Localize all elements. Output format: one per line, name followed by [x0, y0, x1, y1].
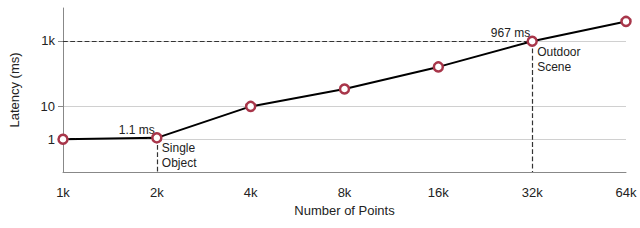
svg-text:Single: Single — [162, 141, 199, 155]
svg-text:32k: 32k — [522, 185, 543, 200]
svg-text:1k: 1k — [56, 185, 70, 200]
svg-text:4k: 4k — [244, 185, 258, 200]
svg-text:16k: 16k — [428, 185, 449, 200]
svg-text:1k: 1k — [41, 33, 55, 48]
svg-text:Object: Object — [162, 156, 197, 170]
svg-text:64k: 64k — [616, 185, 637, 200]
svg-text:1.1 ms: 1.1 ms — [119, 123, 155, 137]
svg-text:967 ms: 967 ms — [491, 26, 530, 40]
svg-text:2k: 2k — [150, 185, 164, 200]
svg-text:Latency (ms): Latency (ms) — [7, 52, 22, 127]
svg-text:Number of Points: Number of Points — [294, 203, 395, 218]
svg-text:10: 10 — [41, 99, 55, 114]
svg-text:Scene: Scene — [537, 60, 571, 74]
svg-text:Outdoor: Outdoor — [537, 45, 584, 59]
svg-text:8k: 8k — [338, 185, 352, 200]
svg-text:1: 1 — [48, 132, 55, 147]
